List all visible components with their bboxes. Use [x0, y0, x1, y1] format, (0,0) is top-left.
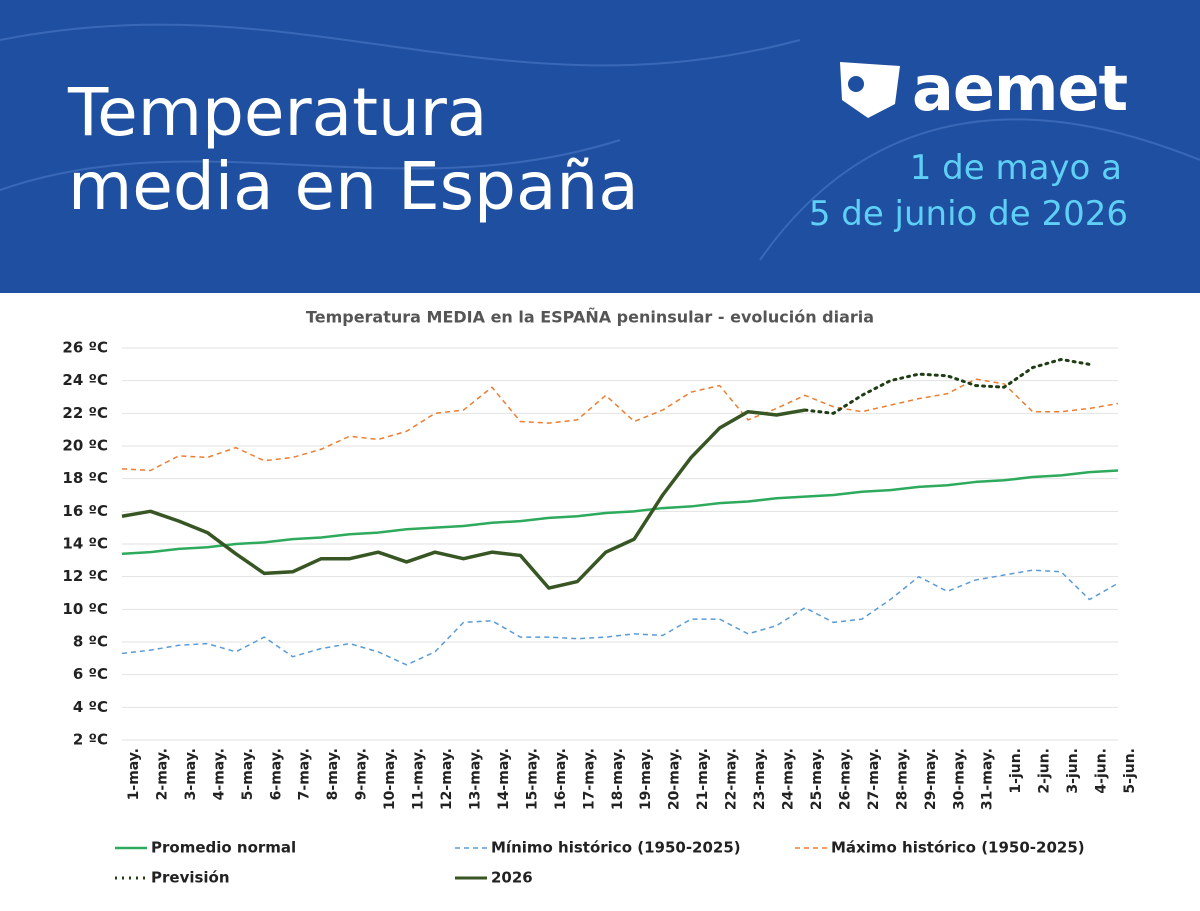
- y-tick-label: 12 ºC: [62, 567, 108, 585]
- x-tick-label: 27-may.: [866, 748, 882, 810]
- x-tick-label: 29-may.: [923, 748, 939, 810]
- x-tick-label: 6-may.: [268, 748, 284, 800]
- legend-label: Previsión: [151, 869, 230, 887]
- legend-label: Máximo histórico (1950-2025): [831, 839, 1085, 857]
- x-tick-label: 2-may.: [154, 748, 170, 800]
- x-tick-label: 4-jun.: [1094, 748, 1110, 794]
- legend-label: Promedio normal: [151, 839, 296, 857]
- x-tick-label: 10-may.: [382, 748, 398, 810]
- x-tick-label: 3-may.: [183, 748, 199, 800]
- x-tick-label: 21-may.: [695, 748, 711, 810]
- x-tick-label: 26-may.: [837, 748, 853, 810]
- y-tick-label: 10 ºC: [62, 600, 108, 618]
- x-tick-label: 28-may.: [894, 748, 910, 810]
- series-line: [121, 378, 1119, 472]
- series-line: [121, 408, 806, 590]
- title-line: media en España: [68, 148, 639, 225]
- y-tick-label: 14 ºC: [62, 535, 108, 553]
- date-line: 1 de mayo a: [909, 148, 1122, 188]
- title-line: Temperatura: [68, 74, 488, 151]
- y-tick-label: 24 ºC: [62, 371, 108, 389]
- y-tick-label: 8 ºC: [73, 633, 108, 651]
- x-tick-label: 7-may.: [297, 748, 313, 800]
- x-tick-label: 17-may.: [581, 748, 597, 810]
- x-tick-label: 23-may.: [752, 748, 768, 810]
- x-tick-label: 15-may.: [524, 748, 540, 810]
- x-tick-label: 3-jun.: [1065, 748, 1081, 794]
- y-tick-label: 6 ºC: [73, 665, 108, 683]
- y-tick-label: 16 ºC: [62, 502, 108, 520]
- chart-title: Temperatura MEDIA en la ESPAÑA peninsula…: [306, 308, 874, 327]
- x-tick-label: 8-may.: [325, 748, 341, 800]
- header: Temperatura media en España aemet 1 de m…: [0, 0, 1200, 293]
- x-tick-label: 5-may.: [240, 748, 256, 800]
- x-tick-label: 30-may.: [951, 748, 967, 810]
- y-tick-label: 26 ºC: [62, 339, 108, 357]
- x-tick-label: 20-may.: [667, 748, 683, 810]
- chart: Temperatura MEDIA en la ESPAÑA peninsula…: [62, 308, 1138, 887]
- x-tick-label: 16-may.: [553, 748, 569, 810]
- x-tick-label: 1-may.: [126, 748, 142, 800]
- x-tick-label: 31-may.: [980, 748, 996, 810]
- x-tick-label: 9-may.: [354, 748, 370, 800]
- x-tick-label: 5-jun.: [1122, 748, 1138, 794]
- x-tick-label: 25-may.: [809, 748, 825, 810]
- x-tick-label: 4-may.: [211, 748, 227, 800]
- logo: aemet: [912, 52, 1128, 125]
- y-tick-label: 4 ºC: [73, 698, 108, 716]
- x-tick-label: 19-may.: [638, 748, 654, 810]
- y-tick-label: 20 ºC: [62, 437, 108, 455]
- x-tick-label: 22-may.: [724, 748, 740, 810]
- series-line: [121, 469, 1119, 556]
- x-tick-label: 12-may.: [439, 748, 455, 810]
- series-line: [121, 569, 1119, 666]
- legend-label: Mínimo histórico (1950-2025): [491, 839, 741, 857]
- y-tick-label: 18 ºC: [62, 469, 108, 487]
- x-tick-label: 13-may.: [467, 748, 483, 810]
- legend-label: 2026: [491, 869, 533, 887]
- y-tick-label: 2 ºC: [73, 731, 108, 749]
- series-line: [803, 357, 1092, 415]
- y-tick-label: 22 ºC: [62, 404, 108, 422]
- x-tick-label: 11-may.: [411, 748, 427, 810]
- x-tick-label: 14-may.: [496, 748, 512, 810]
- x-tick-label: 1-jun.: [1008, 748, 1024, 794]
- x-tick-label: 18-may.: [610, 748, 626, 810]
- header-decor: [0, 23, 1200, 261]
- date-line: 5 de junio de 2026: [808, 194, 1128, 234]
- x-tick-label: 24-may.: [781, 748, 797, 810]
- x-tick-label: 2-jun.: [1037, 748, 1053, 794]
